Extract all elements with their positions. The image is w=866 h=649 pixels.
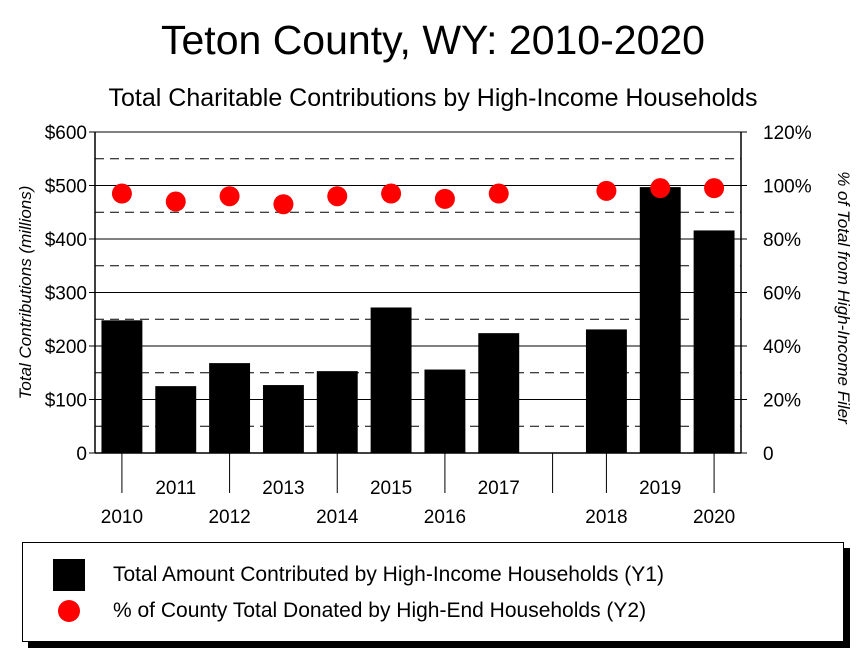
x-tick-label-2010: 2010: [101, 507, 143, 528]
y2-tick-label: 100%: [763, 177, 812, 198]
bar-2019: [639, 187, 681, 454]
x-tick-label-2013: 2013: [262, 478, 304, 499]
y2-tick-label: 0: [763, 444, 774, 465]
point-2015: [381, 183, 402, 204]
chart-plot: 0 $100 $200 $300 $400 $500 $600 0 20% 40% 60% 80% 10…: [16, 123, 853, 528]
bar-2015: [370, 307, 412, 453]
y2-tick-label: 80%: [763, 230, 801, 251]
legend-swatch-dot: [58, 600, 80, 622]
y2-tick-label: 60%: [763, 284, 801, 305]
point-2010: [111, 183, 132, 204]
bar-2016: [424, 369, 466, 453]
x-tick-label-2016: 2016: [424, 507, 466, 528]
legend-label-dots: % of County Total Donated by High-End Ho…: [113, 599, 647, 622]
bar-2012: [209, 363, 251, 453]
x-tick-label-2015: 2015: [370, 478, 412, 499]
legend-item-dots: % of County Total Donated by High-End Ho…: [23, 596, 843, 626]
x-tick-label-2019: 2019: [639, 478, 681, 499]
point-2019: [650, 178, 671, 199]
x-tick-label-2012: 2012: [208, 507, 250, 528]
y1-tick-label: $400: [45, 230, 87, 251]
x-tick-label-2018: 2018: [585, 507, 627, 528]
y2-tick-label: 40%: [763, 337, 801, 358]
point-2020: [704, 178, 725, 199]
x-tick-label-2011: 2011: [155, 478, 196, 499]
y1-axis-label: Total Contributions (millions): [16, 186, 35, 400]
point-2016: [434, 188, 455, 209]
legend-label-bars: Total Amount Contributed by High-Income …: [113, 563, 664, 586]
y2-tick-label: 120%: [763, 123, 812, 144]
bar-2020: [693, 230, 735, 453]
y2-tick-label: 20%: [763, 391, 801, 412]
bar-2018: [585, 329, 627, 453]
bar-2013: [262, 385, 304, 453]
legend-swatch-bar: [53, 559, 85, 591]
chart-subtitle: Total Charitable Contributions by High-I…: [108, 84, 758, 112]
y1-tick-label: $500: [45, 177, 87, 198]
y1-tick-label: $100: [45, 391, 87, 412]
y1-tick-label: $300: [45, 284, 87, 305]
point-2012: [219, 186, 240, 207]
legend-item-bars: Total Amount Contributed by High-Income …: [23, 559, 843, 591]
x-tick-label-2017: 2017: [478, 478, 520, 499]
y1-tick-label: $600: [45, 123, 87, 144]
bar-2010: [101, 320, 143, 453]
bar-2014: [316, 371, 358, 453]
legend: Total Amount Contributed by High-Income …: [22, 542, 844, 642]
bar-2017: [478, 333, 520, 453]
y1-tick-label: $200: [45, 337, 87, 358]
y1-tick-label: 0: [76, 444, 87, 465]
point-2014: [327, 186, 348, 207]
y2-axis-label: % of Total from High-Income Filer: [834, 171, 853, 425]
point-2017: [488, 183, 509, 204]
bar-2011: [155, 386, 197, 453]
point-2018: [596, 180, 617, 201]
x-tick-label-2014: 2014: [316, 507, 359, 528]
chart-title: Teton County, WY: 2010-2020: [161, 17, 705, 63]
point-2011: [165, 191, 186, 212]
x-tick-label-2020: 2020: [693, 507, 735, 528]
point-2013: [273, 194, 294, 215]
